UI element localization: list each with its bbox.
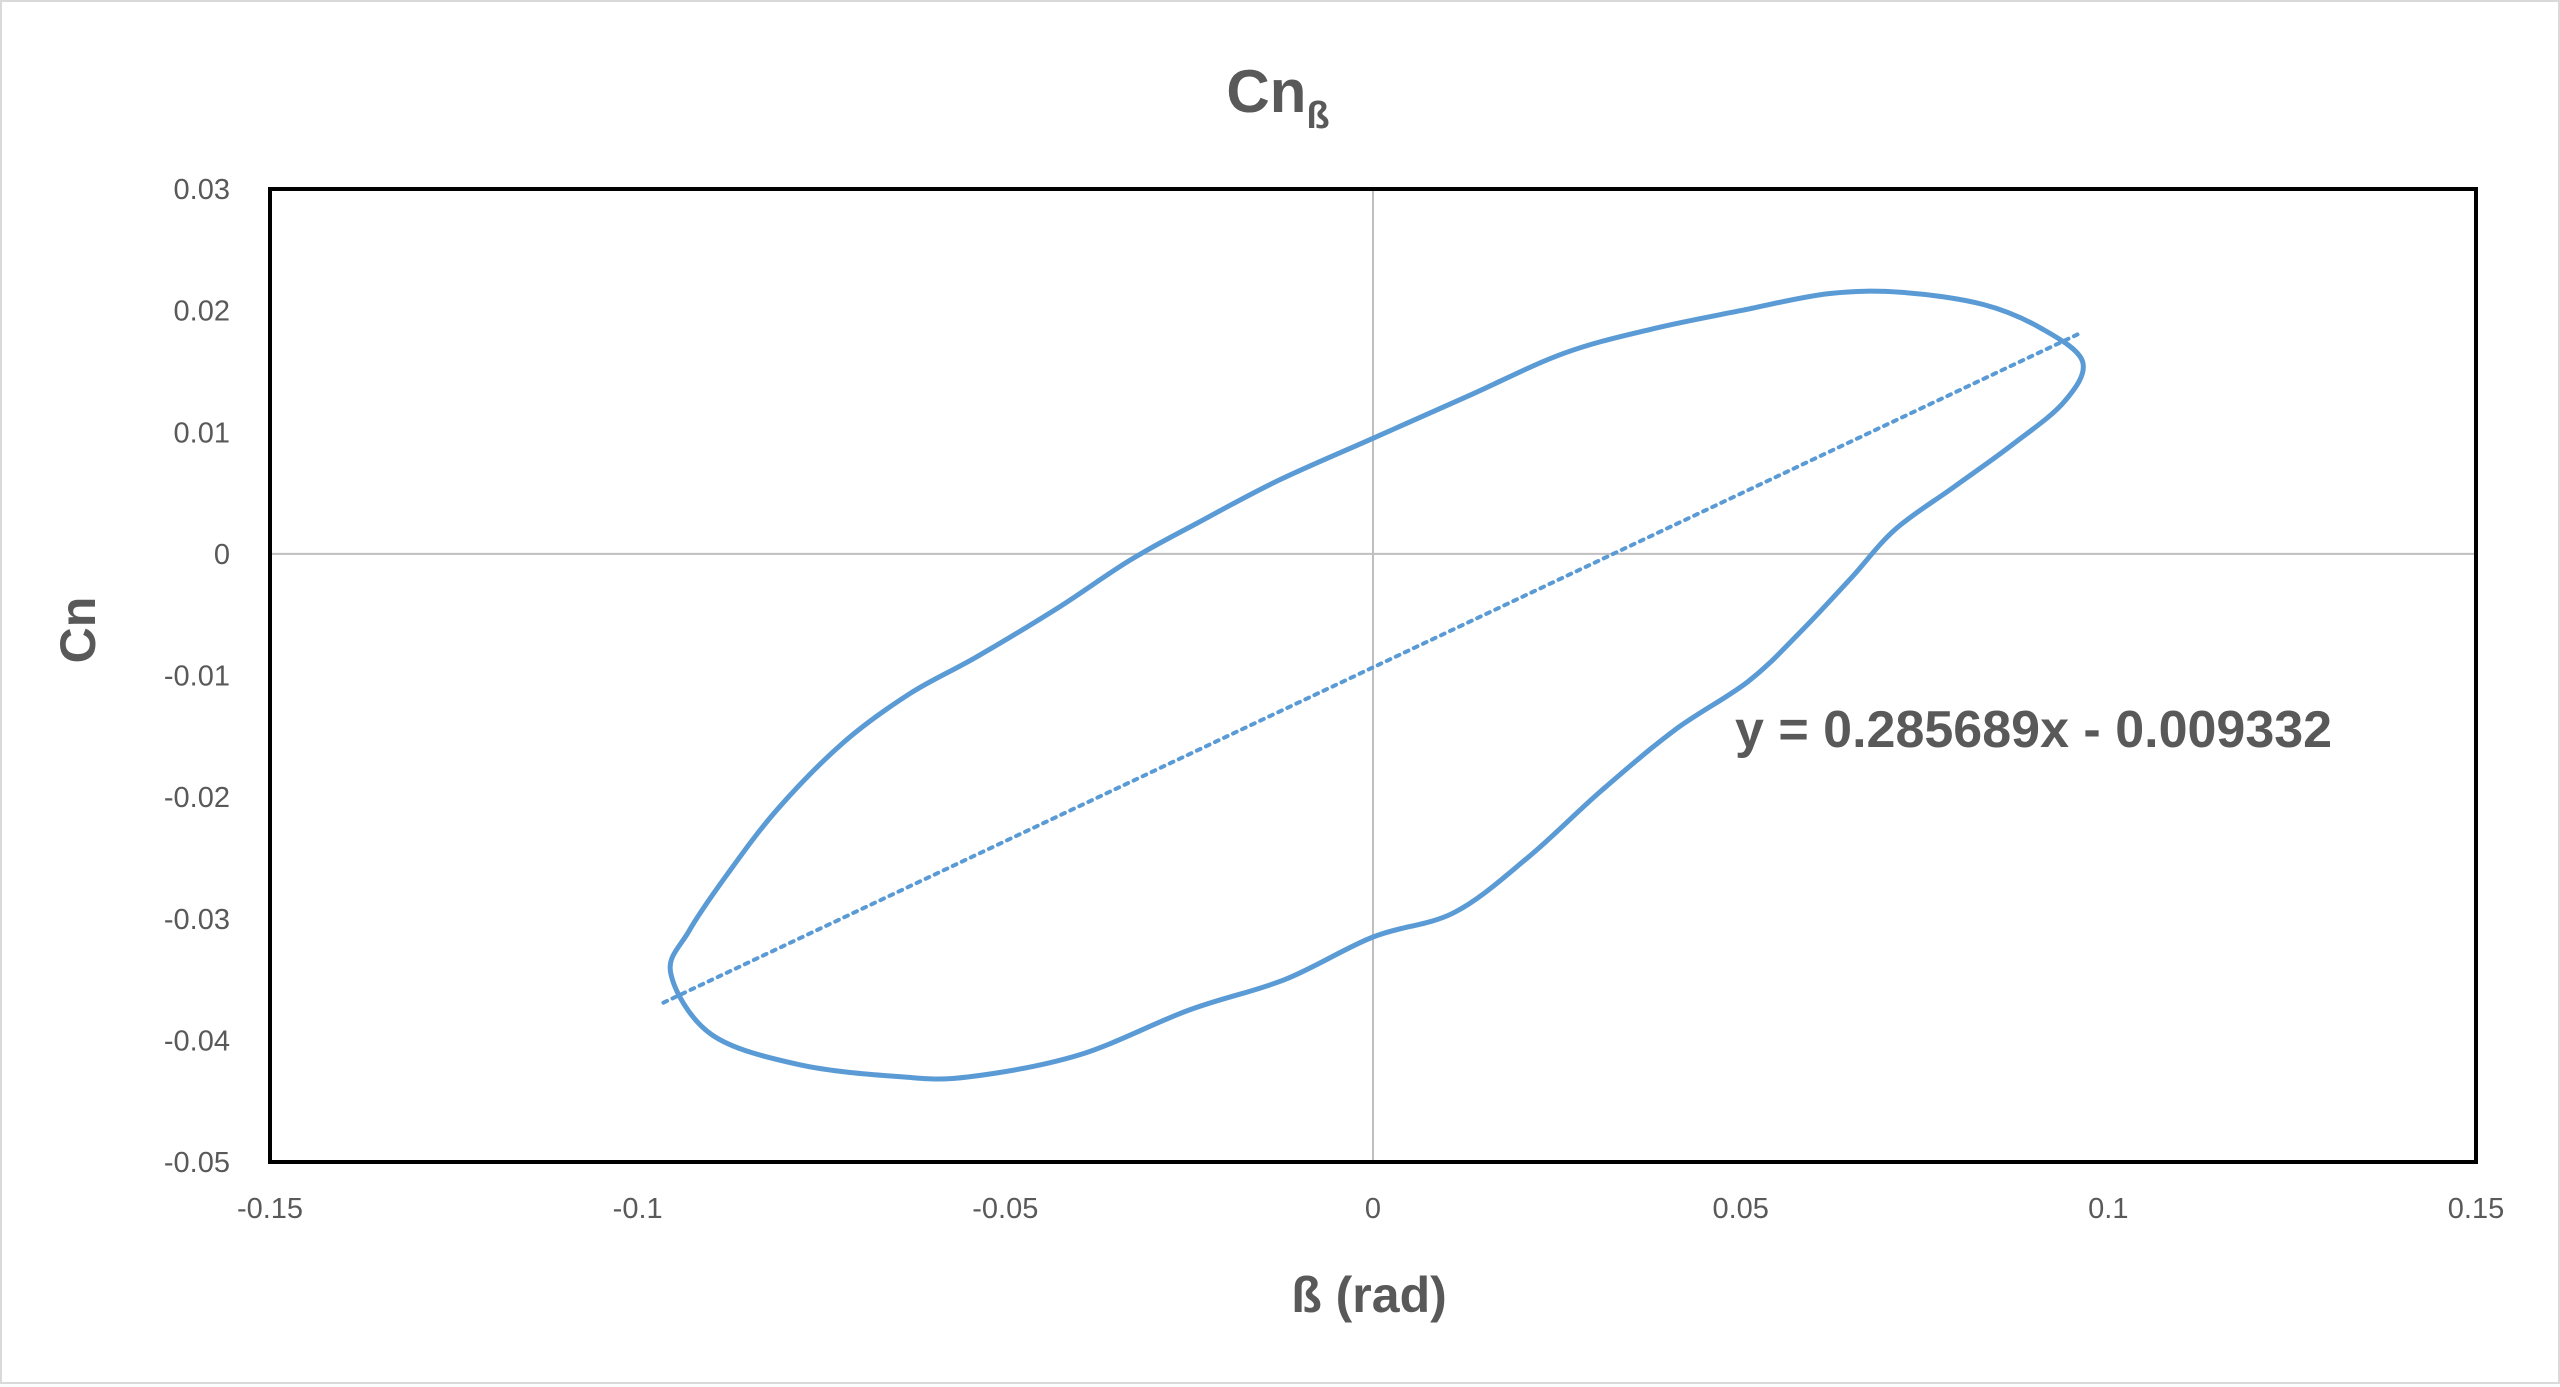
x-tick-label: -0.1 (613, 1193, 663, 1225)
y-tick-label: 0.03 (174, 174, 230, 206)
y-tick-label: -0.01 (164, 661, 230, 693)
chart-title: Cnß (1226, 58, 1329, 137)
x-tick-label: 0.05 (1712, 1193, 1768, 1225)
x-tick-label: -0.15 (237, 1193, 303, 1225)
y-tick-label: 0 (214, 539, 230, 571)
series-line (667, 288, 2086, 1082)
y-tick-label: 0.01 (174, 417, 230, 449)
y-axis-title: Cn (50, 597, 106, 664)
x-tick-label: 0.15 (2448, 1193, 2504, 1225)
trendline-equation: y = 0.285689x - 0.009332 (1735, 701, 2332, 759)
x-tick-label: 0 (1365, 1193, 1381, 1225)
x-axis-title: ß (rad) (1291, 1267, 1447, 1323)
x-tick-label: 0.1 (2088, 1193, 2128, 1225)
y-tick-label: -0.04 (164, 1025, 230, 1057)
x-tick-label: -0.05 (972, 1193, 1038, 1225)
chart-title-subscript: ß (1306, 95, 1329, 137)
trendline (661, 330, 2085, 1005)
y-tick-label: 0.02 (174, 296, 230, 328)
plot-area-border (268, 187, 2478, 1164)
y-tick-label: -0.05 (164, 1147, 230, 1179)
chart-title-main: Cn (1226, 58, 1306, 125)
y-tick-label: -0.02 (164, 782, 230, 814)
y-tick-label: -0.03 (164, 904, 230, 936)
